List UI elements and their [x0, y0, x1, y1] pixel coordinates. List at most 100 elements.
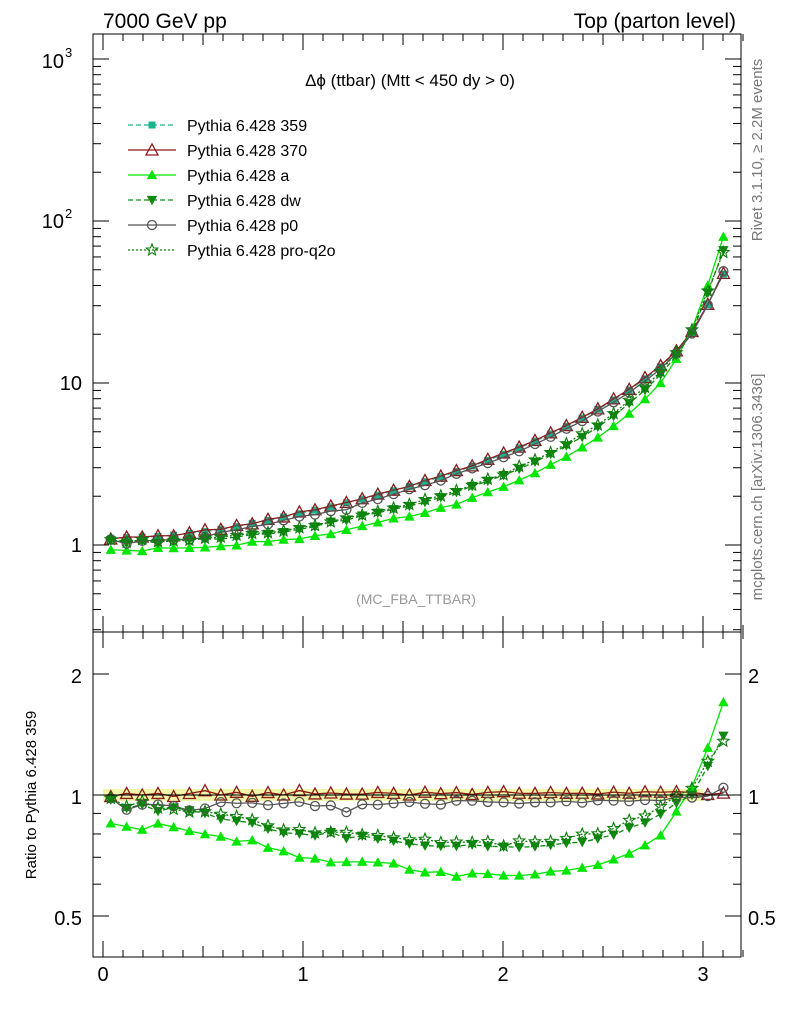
legend-marker — [144, 242, 160, 257]
data-point — [467, 481, 478, 492]
series-p0 — [105, 266, 729, 549]
ratio-point — [215, 796, 226, 808]
ratio-point — [402, 832, 417, 846]
ratio-point — [559, 786, 574, 800]
data-point — [467, 463, 478, 474]
ratio-point — [388, 858, 399, 868]
data-point — [451, 468, 462, 479]
data-point — [419, 480, 431, 491]
data-point — [669, 345, 684, 359]
ratio-point — [229, 784, 244, 798]
ratio-point — [323, 785, 338, 799]
ratio-point — [592, 795, 603, 806]
ratio-point — [512, 785, 527, 799]
y-tick-label-1000: 10 3 — [42, 45, 72, 73]
ratio-point — [624, 796, 635, 807]
ratio-point — [622, 812, 637, 827]
ratio-point — [370, 827, 385, 842]
ratio-point — [700, 753, 715, 768]
series-line — [110, 273, 724, 540]
data-point — [577, 442, 588, 452]
x-tick-label-3: 3 — [697, 964, 708, 986]
data-point — [339, 495, 354, 509]
series-pro-q2o — [103, 244, 731, 549]
ratio-point — [184, 825, 195, 836]
ratio-point — [325, 800, 336, 811]
series-line — [110, 250, 725, 544]
series-line — [110, 270, 724, 545]
data-point — [484, 456, 492, 464]
data-point — [119, 534, 134, 549]
data-point — [529, 438, 541, 450]
ratio-point — [669, 788, 684, 803]
svg-text:3: 3 — [65, 45, 72, 60]
ratio-point — [514, 870, 525, 880]
ratio-point — [702, 790, 713, 802]
data-point — [105, 536, 116, 546]
ratio-point — [622, 785, 637, 799]
data-point — [500, 450, 508, 458]
ratio-point — [278, 845, 289, 856]
ratio-point — [247, 834, 258, 845]
data-point — [671, 347, 682, 359]
ratio-point — [590, 786, 605, 800]
ratio-point — [325, 857, 336, 867]
ratio-point — [577, 797, 588, 808]
data-point — [215, 527, 226, 538]
ratio-point — [404, 796, 415, 808]
ratio-point — [231, 798, 242, 809]
ratio-point — [121, 821, 132, 831]
ratio-point — [323, 824, 338, 839]
data-point — [433, 488, 448, 502]
ratio-point — [529, 869, 541, 879]
legend-label: Pythia 6.428 370 — [187, 143, 307, 160]
legend-marker — [144, 142, 160, 156]
data-point — [233, 523, 241, 531]
ratio-line — [110, 789, 724, 798]
data-point — [215, 540, 226, 551]
ratio-point — [435, 866, 446, 876]
svg-text:2: 2 — [65, 206, 72, 221]
ratio-series-pro-q2o — [103, 733, 731, 853]
data-point — [527, 452, 543, 467]
legend-item: Pythia 6.428 dw — [128, 193, 301, 210]
data-point — [121, 538, 132, 549]
svg-text:10: 10 — [42, 211, 64, 233]
ratio-point — [119, 798, 134, 813]
ratio-point — [309, 800, 321, 812]
ratio-point — [215, 831, 226, 841]
data-point — [700, 283, 715, 297]
data-point — [624, 387, 635, 398]
data-point — [559, 436, 574, 450]
series-line — [110, 252, 725, 543]
data-point — [452, 468, 460, 476]
ratio-tick-label-2: 2 — [71, 666, 82, 688]
ratio-point — [135, 793, 150, 808]
x-tick-label-2: 2 — [497, 964, 508, 986]
legend: Pythia 6.428 359 Pythia 6.428 370 Pythia 6… — [128, 118, 336, 260]
ratio-point — [168, 800, 179, 812]
data-point — [295, 510, 303, 518]
collision-label: 7000 GeV pp — [103, 10, 227, 33]
data-point — [590, 417, 605, 432]
data-point — [341, 504, 352, 515]
data-point — [294, 533, 305, 544]
ratio-point — [197, 804, 213, 818]
ratio-point — [606, 820, 621, 835]
data-point — [135, 532, 150, 546]
data-point — [641, 375, 649, 383]
series-line — [110, 273, 724, 539]
data-point — [515, 444, 523, 452]
ratio-point — [386, 830, 401, 844]
ratio-axis-label: Ratio to Pythia 6.428 359 — [23, 711, 40, 879]
ratio-point — [166, 801, 181, 816]
ratio-point — [103, 790, 118, 805]
data-point — [197, 530, 213, 545]
ratio-point — [624, 848, 635, 858]
data-point — [372, 517, 383, 527]
ratio-point — [561, 865, 572, 875]
data-point — [684, 322, 700, 336]
legend-item: Pythia 6.428 a — [128, 168, 289, 185]
chart-title: Δϕ (ttbar) (Mtt < 450 dy > 0) — [305, 71, 515, 90]
data-point — [341, 524, 352, 535]
